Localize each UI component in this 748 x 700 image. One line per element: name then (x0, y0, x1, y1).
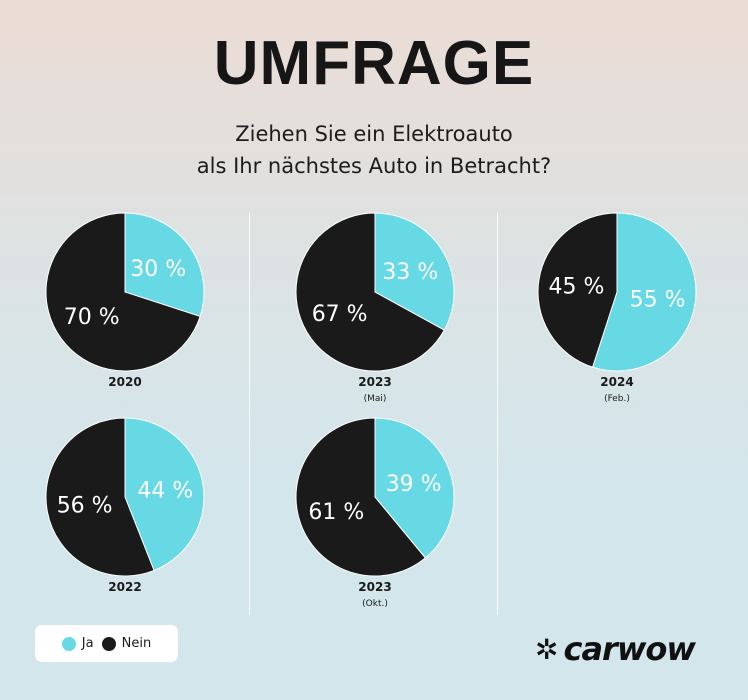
legend-label: Ja (81, 636, 94, 651)
question-line-1: Ziehen Sie ein Elektroauto (235, 122, 513, 146)
slice-label: 44 % (137, 478, 193, 503)
period-label: (Okt.) (362, 599, 388, 609)
pie-slice-nein (45, 417, 155, 577)
pie-slice-nein (537, 212, 618, 368)
slice-label: 67 % (312, 302, 368, 327)
pie-slice-ja (374, 212, 455, 331)
legend-label: Nein (121, 636, 152, 651)
legend-item-ja: Ja (61, 636, 94, 651)
slice-label: 70 % (64, 305, 120, 330)
slice-label: 30 % (130, 257, 186, 282)
slice-label: 55 % (630, 287, 686, 312)
slice-label: 39 % (386, 472, 442, 497)
period-label: (Mai) (364, 394, 387, 404)
slice-label: 56 % (57, 494, 113, 519)
year-label: 2023 (358, 580, 391, 594)
pie-slice-nein (295, 212, 445, 372)
pie-slice-nein (45, 212, 201, 372)
pie-slice-ja (124, 212, 205, 318)
survey-question: Ziehen Sie ein Elektroauto als Ihr nächs… (0, 118, 748, 182)
carwow-logo: ✲ carwow (535, 630, 696, 668)
asterisk-logo-icon: ✲ (535, 632, 558, 666)
legend-item-nein: Nein (101, 636, 152, 651)
year-label: 2023 (358, 375, 391, 389)
slice-label: 45 % (548, 275, 604, 300)
question-line-2: als Ihr nächstes Auto in Betracht? (196, 154, 552, 178)
nein-swatch-icon (101, 636, 116, 651)
divider (497, 213, 498, 615)
logo-text: carwow (563, 630, 695, 668)
pie-slice-ja (374, 417, 455, 559)
pie-slice-nein (295, 417, 427, 577)
slice-label: 61 % (308, 500, 364, 525)
ja-swatch-icon (61, 636, 76, 651)
period-label: (Feb.) (604, 394, 630, 404)
divider (249, 213, 250, 615)
slice-label: 33 % (382, 260, 438, 285)
year-label: 2024 (600, 375, 633, 389)
pie-slice-ja (591, 212, 697, 372)
legend: Ja Nein (35, 625, 178, 662)
year-label: 2022 (108, 580, 141, 594)
year-label: 2020 (108, 375, 141, 389)
page-title: UMFRAGE (213, 29, 535, 98)
pie-slice-ja (124, 417, 205, 572)
